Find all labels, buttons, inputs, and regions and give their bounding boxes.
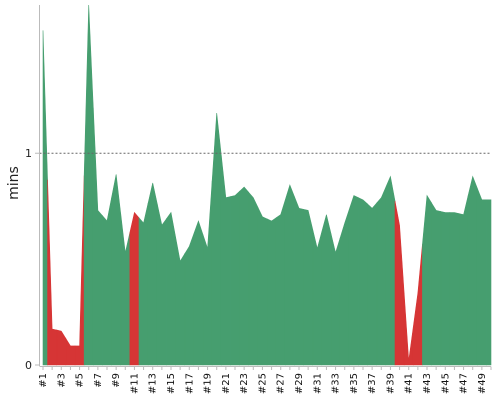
- area-point-2: [47, 179, 58, 366]
- area-point-42: [412, 244, 423, 366]
- x-tick-label: #31: [312, 373, 323, 394]
- area-point-14: [156, 203, 167, 366]
- y-axis-label: mins: [6, 166, 22, 200]
- area-point-48: [467, 175, 478, 366]
- area-point-29: [294, 196, 304, 366]
- x-tick-label: #21: [221, 373, 232, 394]
- area-point-31: [312, 229, 323, 366]
- area-point-28: [284, 184, 295, 366]
- x-tick-label: #7: [93, 373, 104, 388]
- area-point-41: [403, 292, 414, 366]
- area-point-19: [202, 180, 213, 366]
- area-point-46: [449, 212, 460, 366]
- area-point-17: [184, 233, 195, 366]
- x-tick-label: #45: [440, 373, 451, 394]
- area-point-20: [211, 112, 222, 366]
- area-point-32: [321, 214, 332, 366]
- x-tick-label: #27: [276, 373, 287, 394]
- y-tick-label: 1: [25, 147, 32, 160]
- area-point-43: [422, 194, 432, 366]
- area-point-30: [303, 208, 314, 366]
- area-point-45: [440, 211, 451, 366]
- area-point-47: [458, 195, 469, 366]
- x-tick-label: #11: [129, 373, 140, 394]
- area-point-18: [193, 220, 204, 366]
- x-tick-label: #17: [184, 373, 195, 394]
- area-point-23: [239, 186, 250, 366]
- area-point-39: [385, 175, 396, 366]
- area-point-16: [175, 236, 186, 366]
- area-point-27: [275, 199, 286, 366]
- area-point-49: [476, 188, 487, 366]
- area-point-1: [42, 30, 48, 366]
- area-point-21: [220, 155, 231, 366]
- area-point-4: [65, 337, 76, 366]
- area-point-33: [330, 233, 341, 366]
- area-point-8: [102, 197, 112, 366]
- x-tick-label: #5: [75, 373, 86, 388]
- area-point-9: [111, 174, 122, 366]
- area-point-22: [230, 190, 240, 366]
- x-tick-label: #47: [459, 373, 470, 394]
- x-tick-label: #37: [367, 373, 378, 394]
- area-point-38: [376, 186, 387, 366]
- x-tick-label: #33: [331, 373, 342, 394]
- area-point-26: [266, 217, 277, 366]
- x-tick-label: #29: [294, 373, 305, 394]
- x-tick-label: #19: [203, 373, 214, 394]
- area-point-37: [367, 202, 378, 366]
- x-ticks: #1 #3 #5 #7 #9 #11 #13 #15 #17 #19 #21 #23 #25 #27 #29…: [38, 366, 492, 394]
- x-tick-label: #3: [56, 373, 67, 388]
- area-point-6: [83, 4, 94, 366]
- x-tick-label: #23: [239, 373, 250, 394]
- area-series: [42, 4, 492, 366]
- area-point-12: [138, 202, 149, 366]
- x-tick-label: #41: [404, 373, 415, 394]
- x-tick-label: #39: [385, 373, 396, 394]
- area-point-40: [394, 200, 405, 366]
- area-point-50: [486, 199, 492, 366]
- area-point-5: [74, 175, 85, 366]
- x-tick-label: #43: [422, 373, 433, 394]
- y-ticks: 01: [25, 147, 40, 372]
- area-point-34: [339, 209, 350, 366]
- area-point-15: [166, 211, 176, 366]
- x-tick-label: #1: [38, 373, 49, 388]
- x-tick-label: #13: [148, 373, 159, 394]
- area-point-35: [348, 195, 359, 366]
- y-tick-label: 0: [25, 359, 32, 372]
- area-point-44: [431, 201, 442, 366]
- area-point-10: [120, 213, 131, 366]
- area-point-13: [147, 182, 158, 366]
- x-tick-label: #49: [477, 373, 488, 394]
- x-tick-label: #15: [166, 373, 177, 394]
- x-tick-label: #25: [257, 373, 268, 394]
- area-point-25: [257, 207, 268, 366]
- area-point-36: [358, 197, 368, 366]
- area-point-3: [56, 329, 67, 366]
- area-point-11: [129, 211, 140, 366]
- area-point-7: [92, 107, 103, 366]
- area-point-24: [248, 191, 259, 366]
- axes: [39, 5, 491, 367]
- x-tick-label: #35: [349, 373, 360, 394]
- x-tick-label: #9: [111, 373, 122, 388]
